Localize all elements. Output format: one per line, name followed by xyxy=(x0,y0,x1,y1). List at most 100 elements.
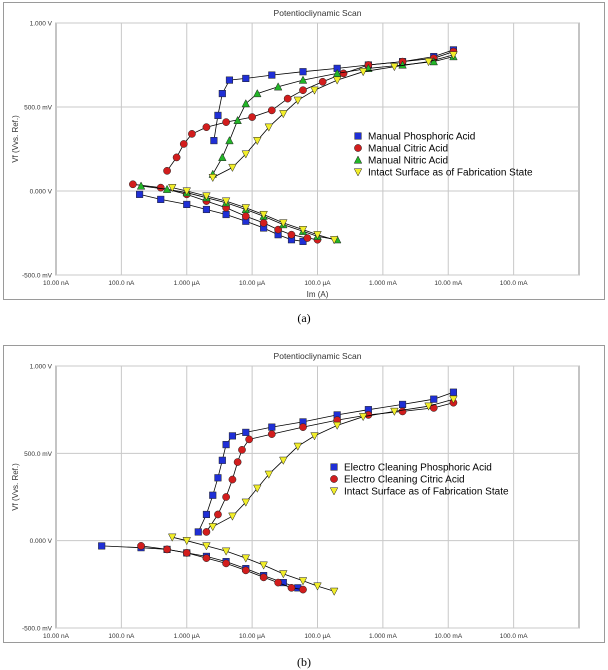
legend-label: Intact Surface as of Fabrication State xyxy=(368,168,533,179)
data-point xyxy=(259,219,268,227)
data-point xyxy=(233,458,242,466)
data-point xyxy=(424,402,433,411)
data-point xyxy=(329,587,339,596)
y-axis-label: Vf (Vvs. Ref.) xyxy=(11,115,20,163)
data-point xyxy=(179,140,188,148)
data-point xyxy=(449,395,458,404)
data-point xyxy=(429,404,438,412)
data-point xyxy=(313,582,322,591)
data-point xyxy=(267,106,276,115)
data-point xyxy=(156,183,165,192)
data-point xyxy=(221,547,231,556)
data-point xyxy=(238,445,246,454)
data-point xyxy=(218,90,226,98)
x-tick-label: 1.000 mA xyxy=(369,633,397,640)
y-tick-label: 0.000 V xyxy=(30,189,53,196)
data-point xyxy=(202,510,210,519)
y-tick-label: 1.000 V xyxy=(30,21,53,28)
data-point xyxy=(242,74,250,82)
data-point xyxy=(225,76,234,84)
data-point xyxy=(162,184,172,193)
data-point xyxy=(129,180,137,189)
y-axis-label: Vf (Vvs. Ref.) xyxy=(11,463,20,511)
data-point xyxy=(182,537,191,546)
data-point xyxy=(221,197,231,206)
data-point xyxy=(241,554,251,563)
data-point xyxy=(313,231,322,240)
data-point xyxy=(339,69,348,78)
series-line xyxy=(166,51,454,172)
data-point xyxy=(268,71,276,79)
data-point xyxy=(168,533,177,542)
data-point xyxy=(222,441,230,449)
caption-a: (a) xyxy=(297,311,311,325)
legend-marker xyxy=(354,132,362,140)
data-point xyxy=(228,475,237,484)
data-point xyxy=(279,110,288,119)
data-point xyxy=(136,181,146,190)
series-line xyxy=(101,545,298,589)
data-point xyxy=(268,423,276,431)
data-point xyxy=(299,585,307,594)
series-line xyxy=(172,187,335,241)
caption-b: (b) xyxy=(297,655,311,669)
data-point xyxy=(358,413,368,422)
data-point xyxy=(279,456,288,465)
legend-marker xyxy=(330,475,338,483)
chart-b-svg: 10.00 nA 100.0 nA 1.000 µA 10.00 µA 100.0 µA… xyxy=(11,351,580,640)
data-point xyxy=(358,68,368,77)
data-point xyxy=(188,130,196,138)
data-point xyxy=(228,163,237,173)
data-point xyxy=(218,456,226,464)
x-tick-label: 100.0 µA xyxy=(304,280,331,287)
data-point xyxy=(398,60,407,69)
legend-marker xyxy=(353,155,363,164)
data-point xyxy=(214,510,222,519)
chart-panel-a: 10.00 nA 100.0 nA 1.000 µA 10.00 µA 100.0 µA… xyxy=(3,2,605,300)
data-point xyxy=(183,200,191,208)
data-point xyxy=(253,484,262,493)
data-point xyxy=(449,388,457,396)
y-tick-label: -500.0 mV xyxy=(22,273,53,280)
x-tick-label: 10.00 µA xyxy=(239,280,266,287)
data-point xyxy=(168,184,177,193)
chart-title: Potentiocliynamic Scan xyxy=(274,351,362,361)
data-point xyxy=(222,210,230,219)
data-point xyxy=(390,63,399,72)
data-point xyxy=(298,577,308,586)
data-point xyxy=(332,76,342,85)
legend-label: Electro Cleaning Phosphoric Acid xyxy=(344,463,492,474)
y-tick-label: 500.0 mV xyxy=(24,105,52,112)
x-tick-label: 100.0 nA xyxy=(108,280,135,287)
data-point xyxy=(293,442,303,451)
data-point xyxy=(264,123,274,132)
data-point xyxy=(253,89,262,98)
data-point xyxy=(242,428,250,436)
data-point xyxy=(157,195,165,203)
data-point xyxy=(390,407,399,416)
chart-title: Potentiocliynamic Scan xyxy=(274,8,362,18)
x-tick-label: 10.00 mA xyxy=(434,633,462,640)
legend-marker xyxy=(354,144,362,152)
data-point xyxy=(329,236,339,245)
data-point xyxy=(241,99,251,108)
x-tick-label: 100.0 mA xyxy=(500,633,528,640)
data-point xyxy=(182,549,191,557)
x-tick-label: 1.000 µA xyxy=(174,280,201,287)
data-point xyxy=(208,523,217,532)
data-point xyxy=(163,545,171,554)
data-point xyxy=(303,234,312,242)
legend-marker xyxy=(353,168,363,177)
data-point xyxy=(222,493,230,501)
legend-label: Manual Citric Acid xyxy=(368,144,448,155)
data-point xyxy=(208,174,217,183)
legend-label: Intact Surface as of Fabrication State xyxy=(344,487,509,498)
data-point xyxy=(299,68,307,76)
x-tick-label: 10.00 nA xyxy=(43,280,70,287)
data-point xyxy=(163,166,171,175)
data-point xyxy=(259,210,268,220)
x-tick-label: 10.00 nA xyxy=(43,633,70,640)
data-point xyxy=(241,498,251,507)
x-tick-label: 100.0 mA xyxy=(500,280,528,287)
data-point xyxy=(241,150,251,159)
